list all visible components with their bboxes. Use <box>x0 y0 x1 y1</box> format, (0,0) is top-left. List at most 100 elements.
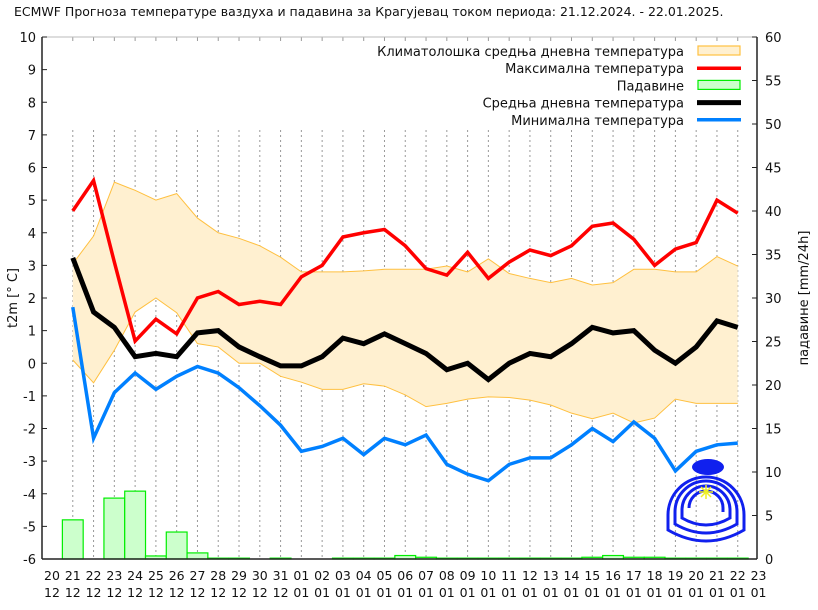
y-tick-label: 3 <box>28 259 36 274</box>
y-tick-label: -5 <box>23 520 36 535</box>
y-axis-label: t2m [° C] <box>6 268 21 328</box>
y-tick-label: 8 <box>28 96 36 111</box>
y2-tick-label: 55 <box>765 75 782 90</box>
y-tick-label: 5 <box>28 194 36 209</box>
x-tick-label-day: 23 <box>751 568 767 583</box>
x-tick-label-month: 01 <box>293 585 309 600</box>
x-tick-label-month: 12 <box>86 585 102 600</box>
x-tick-label-month: 01 <box>522 585 538 600</box>
y-tick-label: -3 <box>23 455 36 470</box>
x-tick-label-month: 12 <box>273 585 289 600</box>
y-tick-label: -4 <box>23 488 36 503</box>
legend-label: Падавине <box>617 79 684 94</box>
legend-swatch <box>697 79 741 91</box>
y2-tick-label: 15 <box>765 423 782 438</box>
x-tick-label-month: 01 <box>584 585 600 600</box>
axes: 20 12 21 12 22 12 23 12 24 12 25 1 22 6 12 27 12 28 12 29 12… <box>19 31 781 600</box>
y-tick-label: 6 <box>28 162 36 177</box>
climate-band-upper <box>72 181 738 286</box>
y-tick-label: 1 <box>28 325 36 340</box>
x-tick-label-day: 27 <box>190 568 206 583</box>
climate-band <box>72 181 738 424</box>
precipitation-bar <box>165 531 188 560</box>
x-tick-label-day: 22 <box>730 568 746 583</box>
x-tick-label-month: 12 <box>190 585 206 600</box>
legend: Климатолошка средња дневна температура Ма… <box>377 45 741 129</box>
x-tick-label-day: 16 <box>605 568 621 583</box>
x-tick-label-month: 12 <box>127 585 143 600</box>
x-tick-label-month: 01 <box>605 585 621 600</box>
x-tick-label-month: 01 <box>356 585 372 600</box>
x-tick-label-day: 23 <box>106 568 122 583</box>
y2-tick-label: 45 <box>765 162 782 177</box>
x-tick-label-month: 01 <box>418 585 434 600</box>
series-line-000000 <box>70 256 739 383</box>
x-tick-label-day: 12 <box>522 568 538 583</box>
x-tick-label-day: 19 <box>667 568 683 583</box>
x-tick-label-day: 21 <box>65 568 81 583</box>
x-tick-label-month: 12 <box>44 585 60 600</box>
x-tick-label-month: 01 <box>439 585 455 600</box>
precipitation-bar <box>124 490 147 560</box>
x-tick-label-month: 01 <box>543 585 559 600</box>
y-tick-label: -1 <box>23 390 36 405</box>
x-tick-label-month: 01 <box>377 585 393 600</box>
x-tick-label-month: 01 <box>647 585 663 600</box>
y2-tick-label: 60 <box>765 31 782 46</box>
climate-band-area <box>72 182 738 423</box>
y2-tick-label: 5 <box>765 510 773 525</box>
x-tick-label-day: 25 <box>148 568 164 583</box>
legend-label: Минимална температура <box>511 114 684 129</box>
x-tick-label-day: 24 <box>127 568 143 583</box>
x-tick-label-day: 08 <box>439 568 455 583</box>
x-tick-label-month: 01 <box>751 585 767 600</box>
logo <box>666 459 746 543</box>
x-tick-label-month: 01 <box>314 585 330 600</box>
x-tick-label-day: 04 <box>356 568 372 583</box>
x-tick-label-day: 29 <box>231 568 247 583</box>
legend-swatch <box>697 45 741 56</box>
y-tick-label: -2 <box>23 423 36 438</box>
x-tick-label-month: 01 <box>480 585 496 600</box>
x-tick-label-day: 09 <box>460 568 476 583</box>
chart-title: ECMWF Прогноза температуре ваздуха и пад… <box>14 4 724 19</box>
legend-label: Максимална температура <box>505 62 684 77</box>
x-tick-label-day: 28 <box>210 568 226 583</box>
x-tick-label-month: 01 <box>397 585 413 600</box>
y2-tick-label: 10 <box>765 466 782 481</box>
x-tick-label-day: 05 <box>377 568 393 583</box>
x-tick-label-day: 02 <box>314 568 330 583</box>
x-tick-label-month: 01 <box>688 585 704 600</box>
x-tick-label-month: 01 <box>564 585 580 600</box>
x-tick-label-day: 22 <box>86 568 102 583</box>
x-tick-label-month: 01 <box>501 585 517 600</box>
x-tick-label-month: 01 <box>709 585 725 600</box>
x-tick-label-day: 07 <box>418 568 434 583</box>
y2-tick-label: 20 <box>765 379 782 394</box>
x-tick-label-month: 12 <box>169 585 185 600</box>
y-tick-label: 0 <box>28 357 36 372</box>
series-line-0080ff <box>71 306 738 483</box>
x-tick-label-day: 15 <box>584 568 600 583</box>
y-tick-label: -6 <box>23 553 36 568</box>
x-tick-label-day: 20 <box>688 568 704 583</box>
precipitation-bar <box>103 497 126 560</box>
y2-axis-label: падавине [mm/24h] <box>797 231 812 366</box>
x-tick-label-day: 01 <box>293 568 309 583</box>
series-line-ff0000 <box>71 176 739 345</box>
x-tick-label-month: 12 <box>210 585 226 600</box>
x-tick-label-day: 30 <box>252 568 268 583</box>
y2-tick-label: 0 <box>765 553 773 568</box>
logo-sun-icon <box>699 485 713 499</box>
x-tick-label-day: 11 <box>501 568 517 583</box>
x-tick-label-month: 01 <box>667 585 683 600</box>
x-tick-label-month: 12 <box>106 585 122 600</box>
x-tick-label-day: 18 <box>647 568 663 583</box>
x-tick-label-month: 01 <box>626 585 642 600</box>
y-tick-label: 9 <box>28 64 36 79</box>
x-tick-label-month: 01 <box>730 585 746 600</box>
x-tick-label-day: 14 <box>564 568 580 583</box>
y2-tick-label: 40 <box>765 205 782 220</box>
x-tick-label-month: 12 <box>65 585 81 600</box>
y-tick-label: 7 <box>28 129 36 144</box>
